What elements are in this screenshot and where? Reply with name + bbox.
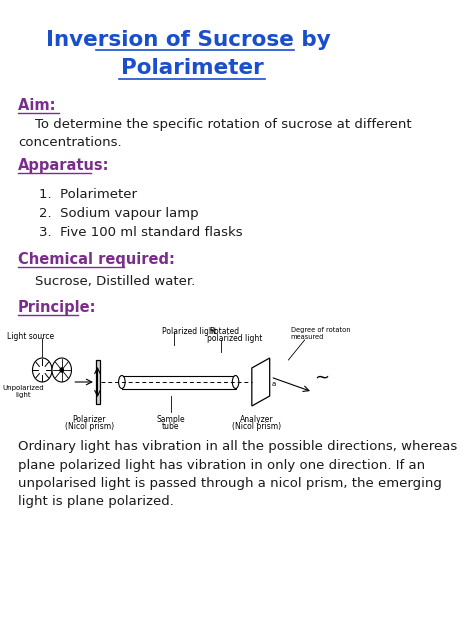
Text: To determine the specific rotation of sucrose at different
concentrations.: To determine the specific rotation of su… [18,118,411,149]
Bar [96,360,100,404]
Text: 2.  Sodium vapour lamp: 2. Sodium vapour lamp [39,207,199,220]
Text: Chemical required:: Chemical required: [18,252,175,267]
Ellipse shape [232,375,239,389]
Text: Polarizer: Polarizer [73,415,106,424]
Circle shape [33,358,52,382]
Text: Rotated: Rotated [210,327,240,336]
Text: measured: measured [291,334,324,340]
Text: Inversion of Sucrose by: Inversion of Sucrose by [46,30,338,50]
Text: Sample: Sample [156,415,185,424]
Text: $\sim$: $\sim$ [311,367,330,385]
Text: (Nicol prism): (Nicol prism) [232,422,281,431]
Text: a: a [271,381,275,387]
Text: Ordinary light has vibration in all the possible directions, whereas
plane polar: Ordinary light has vibration in all the … [18,440,457,509]
Ellipse shape [118,375,125,389]
Text: light: light [15,392,30,398]
Circle shape [60,368,64,372]
Text: Unpolarized: Unpolarized [2,385,44,391]
Text: Degree of rotaton: Degree of rotaton [291,327,350,333]
Text: Polarized light: Polarized light [163,327,218,336]
Text: Principle:: Principle: [18,300,96,315]
Text: (Nicol prism): (Nicol prism) [65,422,114,431]
Text: polarized light: polarized light [207,334,263,343]
Text: Aim:: Aim: [18,98,61,113]
Text: Light source: Light source [7,332,55,341]
Text: tube: tube [162,422,179,431]
Text: Analyzer: Analyzer [240,415,273,424]
Circle shape [52,358,72,382]
Text: 1.  Polarimeter: 1. Polarimeter [39,188,137,201]
Polygon shape [252,358,270,406]
Text: Sucrose, Distilled water.: Sucrose, Distilled water. [18,275,195,288]
Text: Polarimeter: Polarimeter [121,58,264,78]
Bar [122,375,236,389]
Text: 3.  Five 100 ml standard flasks: 3. Five 100 ml standard flasks [39,226,243,239]
Text: Apparatus:: Apparatus: [18,158,109,173]
